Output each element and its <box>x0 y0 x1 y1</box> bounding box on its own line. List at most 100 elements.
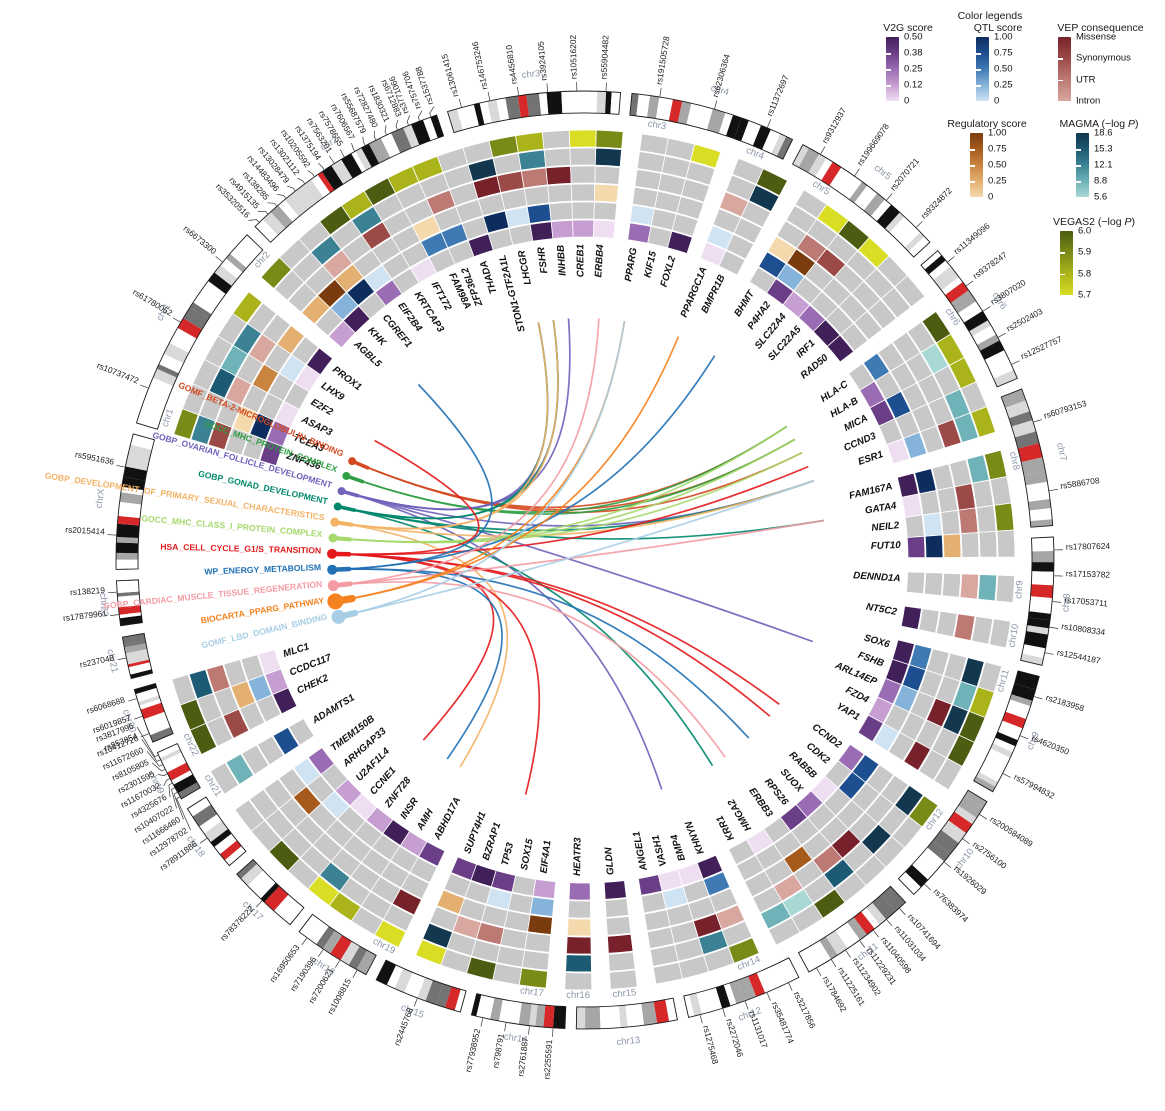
chromosome-band <box>964 790 987 808</box>
heatmap-cell <box>640 891 667 914</box>
chromosome-arc-chr12 <box>683 957 800 1018</box>
chromosome-band <box>629 93 639 116</box>
chromosome-band <box>471 993 482 1017</box>
snp-label: rs138219 <box>70 585 106 597</box>
chromosome-band <box>135 687 159 703</box>
chromosome-band <box>798 947 819 972</box>
legend-v2g: V2G score 0.50 0.38 0.25 0.12 0 <box>858 22 958 107</box>
chromosome-band <box>1011 420 1036 438</box>
heatmap-cell <box>904 514 925 538</box>
chromosome-band <box>225 253 247 273</box>
gene-label: AMH <box>414 807 436 833</box>
legend-tick-label: 6.0 <box>1078 225 1092 237</box>
pathway-link <box>332 452 803 544</box>
gene-label: DENND1A <box>853 570 901 584</box>
legend-tick-label: 0.50 <box>988 159 1007 171</box>
chromosome-band <box>117 515 140 526</box>
snp-leader-line <box>163 778 170 787</box>
snp-leader-line <box>982 306 991 312</box>
chromosome-band <box>973 776 996 792</box>
pathway-dot <box>327 580 339 592</box>
chromosome-band <box>299 914 320 938</box>
heatmap-cell <box>744 870 774 898</box>
gene-label: BZRAP1 <box>481 821 503 862</box>
chromosome-arc-chr20 <box>133 682 174 743</box>
snp-label: rs2255591 <box>542 1039 555 1080</box>
heatmap-cell <box>736 854 765 882</box>
chromosome-band <box>641 1001 658 1026</box>
chromosome-band <box>240 863 264 886</box>
chromosome-band <box>825 930 848 956</box>
chromosome-band <box>116 585 140 594</box>
heatmap-cell <box>594 165 621 185</box>
chromosome-band <box>992 737 1016 753</box>
chromosome-band <box>1008 411 1033 427</box>
chromosome-band <box>1022 644 1046 659</box>
snp-leader-line <box>1034 696 1043 700</box>
heatmap-cell <box>524 932 552 953</box>
chromosome-band <box>192 804 218 827</box>
snp-label: rs35481774 <box>770 1000 796 1045</box>
pathway-links <box>332 318 824 795</box>
chromosome-band <box>341 153 363 179</box>
heatmap-cell <box>550 219 574 240</box>
snp-leader-line <box>140 384 149 389</box>
chromosome-band <box>116 579 139 587</box>
chromosome-arc-chr19 <box>156 743 201 800</box>
gene-label: MICA <box>842 413 869 434</box>
pathway-link <box>332 552 780 705</box>
chromosome-outer-labels: chr3 <box>521 68 541 81</box>
chr-label-outer: chr8 <box>1060 593 1073 612</box>
chromosome-band <box>321 165 344 190</box>
legend-tick-label: 1.00 <box>988 127 1007 139</box>
chromosome-band <box>665 998 678 1022</box>
chromosome-band <box>1011 683 1036 701</box>
chromosome-band <box>208 272 232 294</box>
snp-leader-line <box>134 715 143 720</box>
chromosome-band <box>866 902 887 925</box>
heatmap-cell <box>593 183 619 203</box>
snp-leader-line <box>199 837 208 844</box>
chromosome-band <box>394 968 413 993</box>
chr-label-outer: chr13 <box>616 1035 641 1048</box>
chromosome-band <box>340 941 360 966</box>
chromosome-band <box>922 847 945 868</box>
legend-gradient-bar <box>1060 231 1073 295</box>
gene-label: EIF4A1 <box>539 840 554 874</box>
heatmap-cell <box>504 206 531 229</box>
snp-leader-line <box>172 317 181 323</box>
chromosome-arc-chr21 <box>121 632 154 680</box>
chromosome-band <box>264 886 289 911</box>
chromosome-band <box>1001 389 1026 408</box>
chromosome-band <box>997 720 1023 741</box>
legend-tick-label: 0.38 <box>904 47 923 59</box>
gene-label: KRR1 <box>715 814 737 843</box>
heatmap-cell <box>637 874 663 896</box>
snp-leader-line <box>335 960 341 968</box>
chromosome-band <box>963 311 989 332</box>
heatmap-cell <box>565 936 592 955</box>
heatmap-cell <box>278 767 307 798</box>
chromosome-band <box>508 1001 522 1025</box>
snp-leader-line <box>384 125 387 135</box>
pathway-link <box>341 318 571 511</box>
heatmap-cell <box>422 922 454 949</box>
heatmap-cell <box>291 336 320 365</box>
heatmap-cell <box>953 412 979 443</box>
snp-label: rs11372697 <box>764 73 790 117</box>
heatmap-cell <box>826 334 855 363</box>
chromosome-band <box>255 877 276 899</box>
chromosome-band <box>118 605 142 615</box>
heatmap-cell <box>209 762 240 795</box>
chromosome-outer-labels: chr4 <box>709 83 730 99</box>
chromosome-band <box>993 369 1018 387</box>
snp-leader-line <box>168 782 173 798</box>
snp-leader-line <box>176 796 191 831</box>
chromosome-band <box>230 249 251 268</box>
heatmap-cell <box>919 425 945 454</box>
heatmap-cell <box>529 896 555 917</box>
pathway-dot <box>342 471 351 480</box>
chromosome-band <box>403 124 420 148</box>
heatmap-cell <box>924 534 944 559</box>
